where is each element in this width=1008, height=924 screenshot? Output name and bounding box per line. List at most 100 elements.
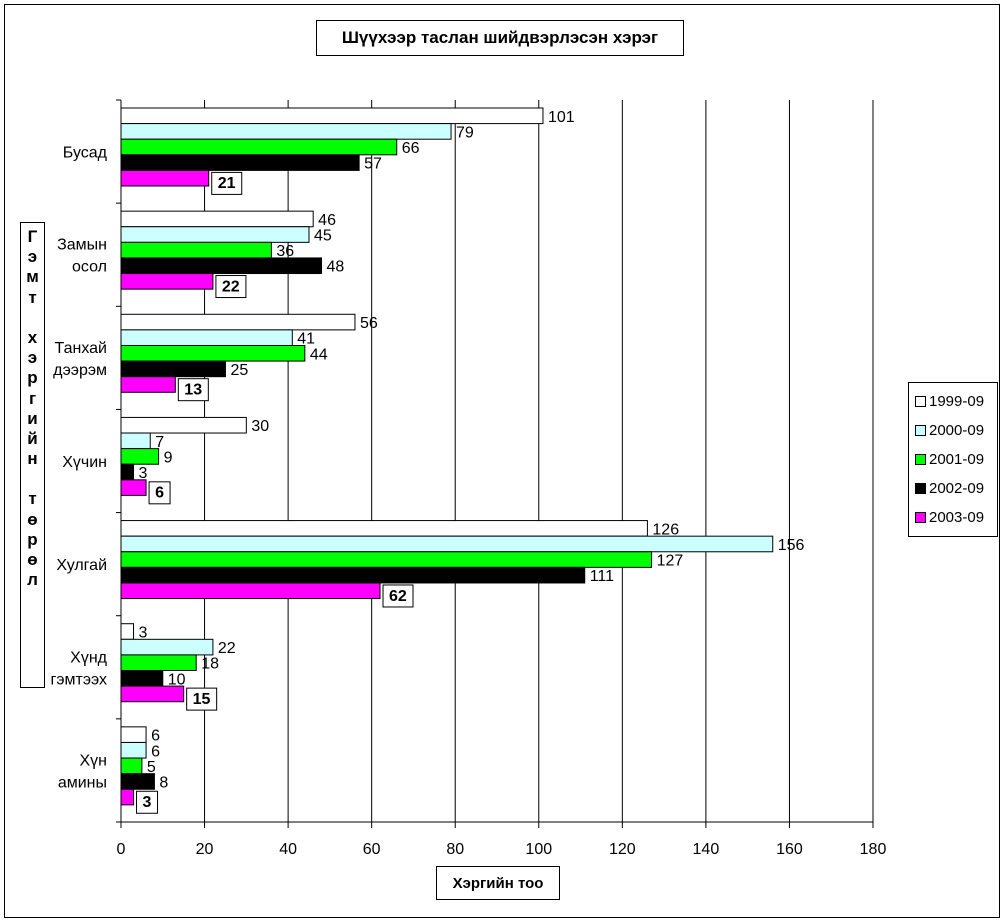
data-label: 9 bbox=[164, 449, 173, 466]
category-label: Танхай bbox=[55, 340, 107, 357]
x-tick-label: 60 bbox=[363, 841, 381, 858]
x-tick-label: 80 bbox=[446, 841, 464, 858]
x-tick-label: 100 bbox=[525, 841, 552, 858]
legend-item: 2001-09 bbox=[909, 445, 997, 474]
data-label-box bbox=[177, 378, 209, 402]
legend-swatch bbox=[915, 425, 926, 436]
bar bbox=[120, 623, 135, 640]
y-axis-label-char: Г bbox=[27, 227, 38, 246]
legend-swatch bbox=[915, 512, 926, 523]
y-axis-label-char: г bbox=[28, 388, 37, 408]
data-label: 8 bbox=[159, 774, 168, 791]
data-label: 45 bbox=[314, 228, 332, 245]
data-label: 18 bbox=[201, 656, 219, 673]
legend: 1999-09 2000-09 2001-09 2002-09 2003-09 bbox=[908, 382, 998, 537]
data-label: 46 bbox=[318, 212, 336, 229]
legend-item: 2000-09 bbox=[909, 416, 997, 445]
legend-swatch bbox=[915, 454, 926, 465]
bar bbox=[120, 788, 135, 806]
y-axis-label-char bbox=[30, 308, 35, 328]
bar bbox=[120, 757, 143, 775]
y-axis-label-char bbox=[30, 469, 35, 489]
category-label: Хүчин bbox=[62, 454, 107, 471]
data-label-box bbox=[215, 275, 247, 299]
bar bbox=[120, 169, 210, 187]
data-label: 10 bbox=[168, 671, 186, 688]
data-label: 56 bbox=[360, 315, 378, 332]
data-label: 22 bbox=[218, 640, 236, 657]
bar bbox=[120, 344, 306, 362]
y-axis-label-char: т bbox=[28, 489, 37, 509]
y-axis-label-char: э bbox=[27, 348, 38, 368]
data-label: 127 bbox=[657, 553, 684, 570]
data-label-box bbox=[136, 790, 159, 814]
bar bbox=[120, 241, 272, 259]
category-label: Хулгай bbox=[56, 557, 107, 574]
x-tick-label: 160 bbox=[776, 841, 803, 858]
bar bbox=[120, 773, 155, 790]
data-label: 101 bbox=[548, 109, 575, 126]
chart-title: Шүүхээр таслан шийдвэрлэсэн хэрэг bbox=[316, 20, 684, 56]
bar bbox=[120, 313, 356, 331]
category-label: гэмтээх bbox=[51, 671, 107, 688]
bar bbox=[120, 726, 147, 743]
category-label: Хүн bbox=[79, 752, 107, 769]
bar bbox=[120, 566, 586, 584]
x-tick-label: 0 bbox=[117, 841, 126, 858]
legend-swatch bbox=[915, 396, 926, 407]
category-label: амины bbox=[58, 774, 107, 791]
bar bbox=[120, 448, 160, 465]
x-tick-label: 120 bbox=[609, 841, 636, 858]
category-label: Замын bbox=[57, 237, 107, 254]
data-label: 5 bbox=[147, 759, 156, 776]
y-axis-label-char: и bbox=[27, 408, 38, 428]
category-label: осол bbox=[72, 259, 107, 276]
bar bbox=[120, 479, 147, 496]
bar bbox=[120, 360, 226, 378]
data-label: 41 bbox=[297, 331, 315, 348]
y-axis-label-char: э bbox=[27, 247, 38, 267]
bar bbox=[120, 329, 293, 346]
bar bbox=[120, 654, 197, 672]
bar bbox=[120, 463, 135, 481]
bar bbox=[120, 551, 653, 568]
data-label-box bbox=[211, 171, 243, 195]
y-axis-label-char: ө bbox=[27, 550, 38, 569]
data-label: 22 bbox=[222, 278, 240, 295]
data-label: 30 bbox=[251, 418, 269, 435]
bar bbox=[120, 210, 314, 228]
bar bbox=[120, 582, 381, 600]
y-axis-label-char: й bbox=[27, 428, 38, 448]
y-axis-label-char: ө bbox=[27, 509, 38, 529]
bar bbox=[120, 154, 360, 171]
data-label: 15 bbox=[193, 691, 211, 708]
legend-label: 1999-09 bbox=[929, 393, 985, 410]
y-axis-label-char: н bbox=[27, 449, 38, 469]
bar bbox=[120, 376, 176, 393]
data-label: 66 bbox=[402, 140, 420, 157]
legend-item: 2003-09 bbox=[909, 503, 997, 532]
bar bbox=[120, 685, 185, 703]
data-label: 6 bbox=[155, 485, 164, 502]
data-label: 6 bbox=[151, 728, 160, 745]
bar bbox=[120, 273, 214, 290]
x-tick-label: 40 bbox=[279, 841, 297, 858]
bar bbox=[120, 226, 310, 243]
y-axis-label-char: р bbox=[27, 368, 38, 388]
category-label: Хүнд bbox=[70, 649, 108, 666]
data-label: 62 bbox=[389, 588, 407, 605]
y-axis-label-char: р bbox=[27, 529, 38, 549]
data-label: 36 bbox=[276, 243, 294, 260]
x-tick-label: 20 bbox=[196, 841, 214, 858]
data-label: 79 bbox=[456, 124, 474, 141]
bar bbox=[120, 638, 214, 656]
legend-item: 2002-09 bbox=[909, 474, 997, 503]
category-label: дээрэм bbox=[53, 362, 107, 379]
bar bbox=[120, 432, 151, 450]
x-axis-label: Хэргийн тоо bbox=[436, 866, 560, 900]
data-label: 21 bbox=[218, 175, 236, 192]
bar bbox=[120, 257, 323, 275]
y-axis-label-char: х bbox=[27, 327, 38, 347]
